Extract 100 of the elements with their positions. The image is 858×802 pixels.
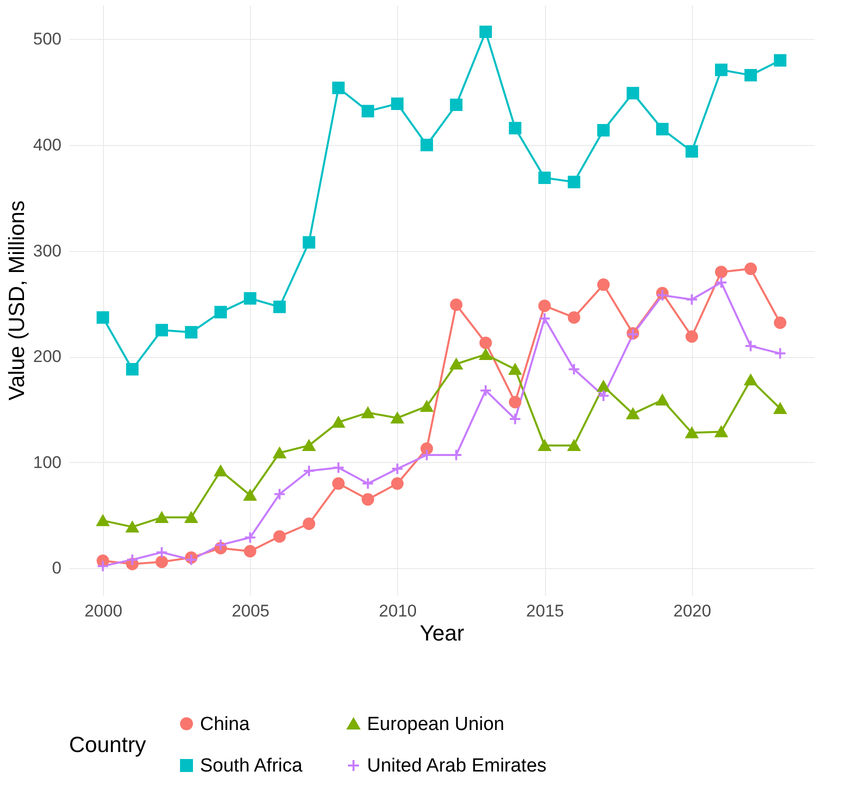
point <box>715 266 728 278</box>
point <box>332 461 345 474</box>
x-tick-label: 2015 <box>526 602 564 620</box>
point <box>214 465 227 476</box>
point <box>597 278 610 291</box>
point <box>96 311 110 324</box>
point <box>686 427 698 438</box>
point <box>156 324 168 336</box>
x-tick-label: 2020 <box>673 602 712 620</box>
y-tick-label: 0 <box>52 558 62 578</box>
point <box>184 326 198 339</box>
point <box>332 416 345 428</box>
point <box>362 477 374 490</box>
point <box>597 124 610 136</box>
point <box>244 292 256 305</box>
point <box>774 347 786 360</box>
point <box>479 384 492 397</box>
point <box>450 298 462 311</box>
point <box>568 363 580 376</box>
point <box>508 122 522 134</box>
x-tick-label: 2010 <box>378 602 417 620</box>
point <box>302 440 316 452</box>
legend-title: Country <box>69 732 146 757</box>
legend-label: South Africa <box>200 756 303 776</box>
point <box>479 26 492 38</box>
y-tick-label: 100 <box>33 452 62 472</box>
y-tick-label: 400 <box>33 136 62 155</box>
point <box>774 54 786 67</box>
legend-label: European Union <box>367 714 504 735</box>
point <box>362 493 374 506</box>
point <box>744 68 757 82</box>
x-axis-title: Year <box>420 620 464 646</box>
point <box>273 300 286 314</box>
point <box>568 440 580 452</box>
point <box>362 407 374 418</box>
point <box>420 138 434 152</box>
point <box>656 122 669 136</box>
point <box>273 530 286 543</box>
y-axis-title: Value (USD, Millions <box>4 200 30 401</box>
point <box>96 515 110 526</box>
point <box>244 545 256 558</box>
point <box>774 402 786 414</box>
point <box>126 521 139 532</box>
point <box>656 394 669 406</box>
point <box>244 490 256 501</box>
point <box>686 145 698 158</box>
y-tick-label: 500 <box>33 30 62 49</box>
point <box>156 512 168 523</box>
point <box>332 82 345 94</box>
point <box>626 86 640 100</box>
point <box>715 64 728 76</box>
point <box>244 531 256 544</box>
point <box>626 408 640 420</box>
point <box>538 172 551 184</box>
point <box>156 556 168 568</box>
point <box>302 518 316 530</box>
point <box>273 488 286 500</box>
point <box>126 553 139 566</box>
point <box>214 538 227 552</box>
point <box>774 316 786 329</box>
point <box>715 276 728 289</box>
point <box>184 512 198 523</box>
point <box>332 477 345 490</box>
point <box>508 364 522 375</box>
y-tick-label: 300 <box>33 241 62 260</box>
point <box>508 396 522 408</box>
point <box>597 380 610 392</box>
x-tick-label: 2005 <box>232 602 270 620</box>
point <box>597 389 610 402</box>
legend-label: United Arab Emirates <box>367 756 547 776</box>
point <box>302 464 316 478</box>
point <box>744 340 757 352</box>
point <box>391 477 404 490</box>
point <box>126 363 139 376</box>
point <box>156 546 168 559</box>
x-tick-label: 2000 <box>84 602 122 620</box>
point <box>391 98 404 110</box>
point <box>538 300 551 312</box>
point <box>362 104 374 118</box>
point <box>479 336 492 350</box>
y-tick-label: 200 <box>33 347 62 366</box>
point <box>273 447 286 458</box>
point <box>686 330 698 343</box>
point <box>744 374 757 386</box>
point <box>538 312 551 325</box>
point <box>420 400 434 412</box>
point <box>450 98 462 112</box>
point <box>96 560 110 572</box>
point <box>568 311 580 324</box>
point <box>391 462 404 475</box>
point <box>538 440 551 452</box>
point <box>568 176 580 188</box>
legend-label: China <box>200 714 250 735</box>
point <box>214 306 227 318</box>
point <box>744 262 757 276</box>
point <box>450 358 462 370</box>
point <box>508 412 522 426</box>
point <box>302 236 316 249</box>
point <box>686 293 698 306</box>
point <box>391 412 404 424</box>
